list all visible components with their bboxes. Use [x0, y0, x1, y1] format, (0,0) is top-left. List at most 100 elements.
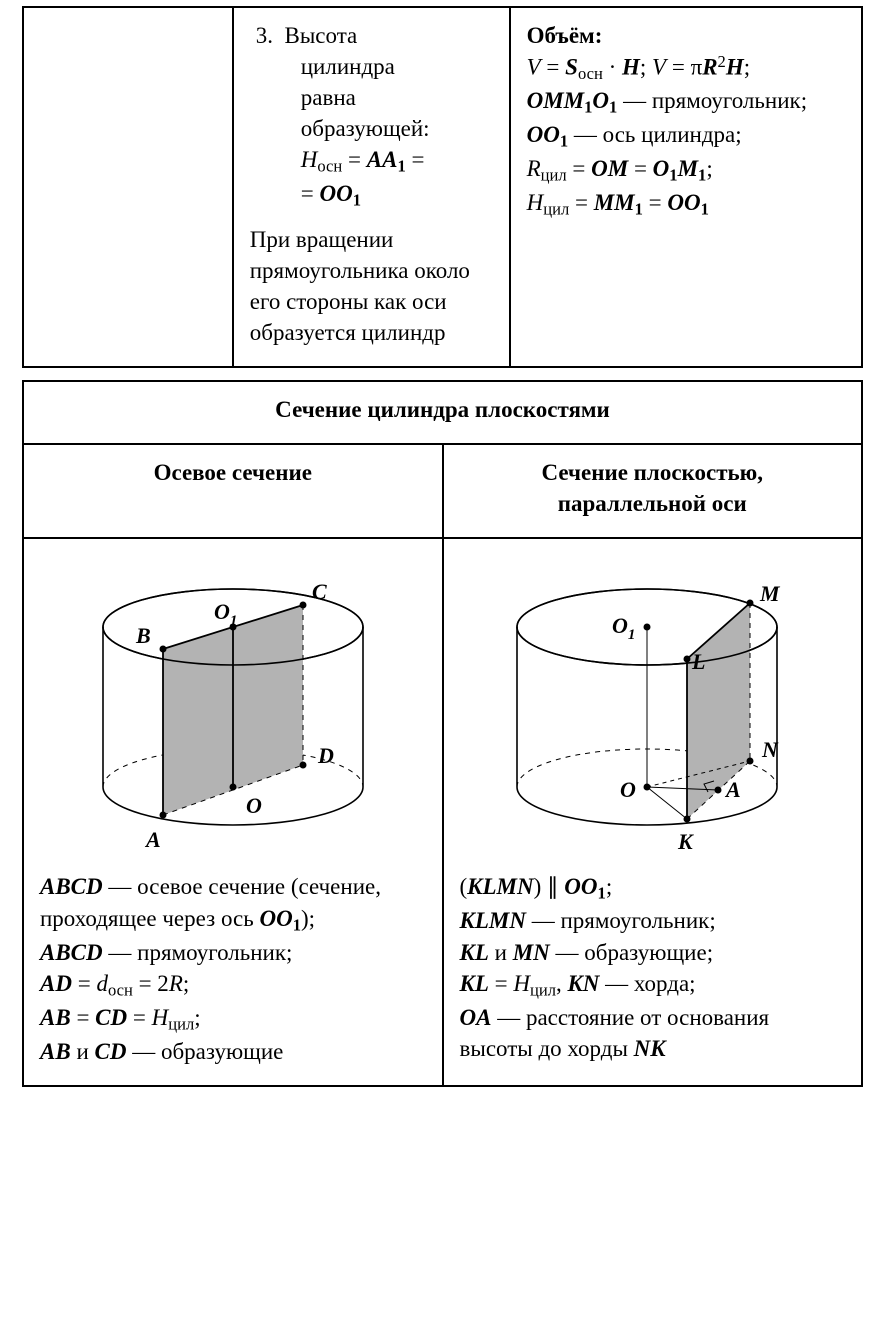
paragraph-rotation: При вращении прямоугольника около его ст… [250, 224, 493, 348]
cell-parallel-section: K L M N O A O1 (KLMN) ∥ OO1; KLMN — прям… [443, 538, 863, 1085]
var-OO1: OO [259, 906, 292, 931]
label-O1: O1 [612, 613, 635, 643]
var-H: H [527, 190, 544, 215]
eq: = [628, 156, 652, 181]
eq: = [127, 1005, 151, 1030]
text-line: Сечение плоскостью, [542, 460, 763, 485]
text-line: равна [301, 85, 356, 110]
text-line: KL и MN — образующие; [460, 937, 846, 968]
var-OMM1: OMM [527, 88, 585, 113]
var-OO1: OO [667, 190, 700, 215]
sub-1: 1 [353, 191, 361, 210]
text: — хорда; [599, 971, 695, 996]
text: — ось цилиндра; [568, 122, 742, 147]
text-line: ABCD — осевое сечение (сечение, проходящ… [40, 871, 426, 936]
table-properties: 3. Высота цилиндра равна образующей: Hос… [22, 6, 863, 368]
var-V: V [652, 54, 666, 79]
label-O: O [620, 777, 636, 802]
eq-equals-trail: = [406, 147, 425, 172]
sep: ); [301, 906, 315, 931]
formula-line: V = Sосн · H; V = πR2H; [527, 51, 845, 85]
item-number: 3. [256, 23, 273, 48]
label-L: L [691, 649, 705, 674]
var-AB: AB [40, 1005, 71, 1030]
text: ) ∥ [534, 874, 565, 899]
svg-cylinder-axial: A B C D O O1 [68, 557, 398, 857]
text-line: ABCD — прямоугольник; [40, 937, 426, 968]
var-O1: O [653, 156, 670, 181]
sub-1: 1 [293, 915, 301, 934]
label-O1: O1 [214, 599, 237, 629]
text-line: KLMN — прямоугольник; [460, 905, 846, 936]
var-M1: M [678, 156, 698, 181]
eq: = [643, 190, 667, 215]
sub-1: 1 [560, 132, 568, 151]
label-O: O [246, 793, 262, 818]
column-head-parallel: Сечение плоскостью, параллельной оси [443, 444, 863, 538]
formula-line: OO1 — ось цилиндра; [527, 119, 845, 153]
eq: = [72, 971, 96, 996]
var-KLMN: KLMN [460, 908, 526, 933]
label-A: A [724, 777, 741, 802]
var-KL: KL [460, 940, 489, 965]
text-line: AB = CD = Hцил; [40, 1002, 426, 1036]
eq-equals-lead: = [301, 181, 320, 206]
text-line: (KLMN) ∥ OO1; [460, 871, 846, 905]
text: — прямоугольник; [526, 908, 716, 933]
var-MN: MN [513, 940, 550, 965]
sep: ; [194, 1005, 200, 1030]
var-ABCD: ABCD [40, 940, 103, 965]
text-line: OA — расстояние от основания высоты до х… [460, 1002, 846, 1064]
var-AB: AB [40, 1039, 71, 1064]
sep: ; [706, 156, 712, 181]
sup-2: 2 [718, 52, 726, 71]
text-line: AB и CD — образующие [40, 1036, 426, 1067]
sub-cyl: цил [530, 980, 556, 999]
text-line: Высота [285, 23, 358, 48]
var-d: d [96, 971, 108, 996]
label-K: K [677, 829, 694, 854]
text-line: цилиндра [301, 54, 395, 79]
sub-osn: осн [108, 980, 133, 999]
eq: = [541, 54, 565, 79]
column-head-axial: Осевое сечение [23, 444, 443, 538]
var-O1: O [592, 88, 609, 113]
numbered-item: 3. Высота цилиндра равна образующей: Hос… [256, 20, 493, 212]
sep: ; [744, 54, 750, 79]
text: и [71, 1039, 95, 1064]
formula-line: OMM1O1 — прямо­угольник; [527, 85, 845, 119]
var-H: H [726, 54, 744, 79]
text: — образующие; [550, 940, 713, 965]
var-OO1: OO [319, 181, 352, 206]
text-line: образующей: [301, 116, 430, 141]
sub-1: 1 [701, 200, 709, 219]
var-MM1: MM [594, 190, 635, 215]
cell-height-equals-generator: 3. Высота цилиндра равна образующей: Hос… [233, 7, 510, 367]
var-KN: KN [567, 971, 599, 996]
text-line: AD = dосн = 2R; [40, 968, 426, 1002]
text-line: параллельной оси [558, 491, 747, 516]
sep: ; [606, 874, 612, 899]
var-CD: CD [95, 1005, 127, 1030]
cell-volume: Объём: V = Sосн · H; V = πR2H; OMM1O1 — … [510, 7, 862, 367]
sub-1: 1 [397, 157, 405, 176]
var-H: H [152, 1005, 169, 1030]
eq: = [569, 190, 593, 215]
text: — образующие [126, 1039, 283, 1064]
sep: ; [640, 54, 652, 79]
page: 3. Высота цилиндра равна образующей: Hос… [0, 0, 885, 1117]
table-sections: Сечение цилиндра плоскостями Осевое сече… [22, 380, 863, 1086]
var-R: R [169, 971, 183, 996]
label-N: N [761, 737, 779, 762]
text-line: KL = Hцил, KN — хорда; [460, 968, 846, 1002]
var-H: H [622, 54, 640, 79]
var-OO1: OO [564, 874, 597, 899]
text: — прямоугольник; [103, 940, 293, 965]
label-B: B [135, 623, 151, 648]
cell-axial-section: A B C D O O1 ABCD — осевое сечение (сече… [23, 538, 443, 1085]
var-S: S [565, 54, 578, 79]
formula-line: Hцил = MM1 = OO1 [527, 187, 845, 221]
diagram-parallel: K L M N O A O1 [460, 557, 846, 857]
var-H: H [301, 147, 318, 172]
section-title: Сечение цилиндра плоскостями [23, 381, 862, 444]
